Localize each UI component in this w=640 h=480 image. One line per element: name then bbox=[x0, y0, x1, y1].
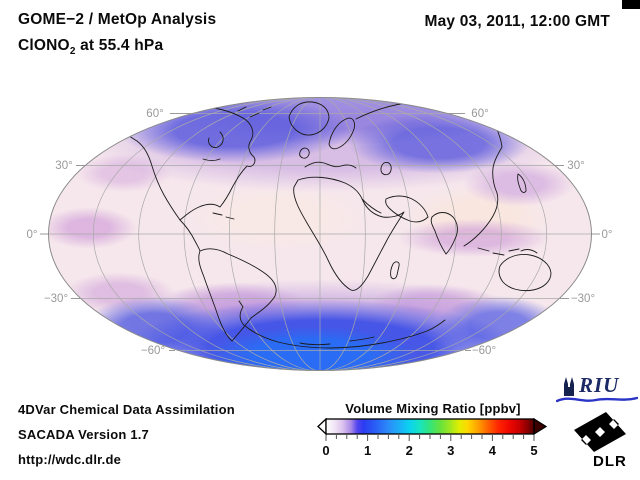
coast-uk bbox=[299, 147, 310, 159]
pressure-level: at 55.4 hPa bbox=[75, 37, 164, 54]
lat-label-30s-right: −30° bbox=[571, 293, 595, 305]
coast-antarctica-inner bbox=[299, 336, 375, 346]
credits: 4DVar Chemical Data Assimilation SACADA … bbox=[18, 397, 235, 472]
map-overlay: 60° 60° 30° 30° 0° 0° −30° −30° −60° −60… bbox=[27, 98, 613, 370]
coastlines bbox=[119, 100, 552, 349]
dlr-logo: DLR bbox=[572, 410, 636, 472]
lat-label-30n-left: 30° bbox=[55, 160, 72, 172]
coast-australia bbox=[498, 254, 552, 292]
colorbar-left-arrow bbox=[317, 418, 327, 436]
coast-africa bbox=[293, 176, 405, 291]
colorbar: Volume Mixing Ratio [ppbv] bbox=[317, 401, 549, 459]
cathedral-icon bbox=[564, 377, 574, 396]
species-name: ClONO bbox=[18, 37, 70, 54]
coast-caspian bbox=[380, 162, 392, 176]
coast-antarctica bbox=[238, 300, 446, 349]
colorbar-right-arrow bbox=[533, 418, 548, 436]
page-title: GOME−2 / MetOp Analysis bbox=[18, 11, 217, 28]
coast-new-guinea bbox=[520, 249, 538, 254]
coast-japan bbox=[517, 173, 527, 193]
colorbar-tick-2: 2 bbox=[405, 443, 413, 458]
colorbar-scale bbox=[317, 418, 548, 441]
lat-label-60s-right: −60° bbox=[472, 345, 496, 357]
colorbar-tick-labels: 0 1 2 3 4 5 bbox=[317, 443, 549, 459]
riu-wordmark: RIU bbox=[579, 373, 620, 397]
colorbar-title: Volume Mixing Ratio [ppbv] bbox=[345, 401, 521, 416]
coast-scandinavia bbox=[328, 117, 355, 150]
colorbar-tick-0: 0 bbox=[322, 443, 330, 458]
colorbar-gradient bbox=[325, 418, 535, 435]
coast-north-america bbox=[119, 105, 256, 221]
riu-logo: RIU bbox=[556, 373, 640, 405]
lat-label-0-right: 0° bbox=[602, 229, 613, 241]
coast-madagascar bbox=[390, 261, 400, 280]
corner-marker bbox=[622, 0, 640, 9]
colorbar-tick-5: 5 bbox=[530, 443, 538, 458]
species-subscript: 2 bbox=[69, 46, 76, 57]
coast-india bbox=[430, 212, 458, 255]
colorbar-tick-4: 4 bbox=[488, 443, 497, 458]
coast-hudson-bay bbox=[208, 131, 224, 148]
credit-line-2: SACADA Version 1.7 bbox=[18, 427, 149, 442]
coast-arabia bbox=[385, 195, 429, 223]
credit-url: http://wdc.dlr.de bbox=[18, 452, 122, 467]
lat-label-30n-right: 30° bbox=[567, 160, 584, 172]
latitude-labels: 60° 60° 30° 30° 0° 0° −30° −30° −60° −60… bbox=[27, 108, 613, 357]
lat-label-0-left: 0° bbox=[27, 229, 38, 241]
coast-red-sea bbox=[361, 198, 382, 214]
timestamp: May 03, 2011, 12:00 GMT bbox=[424, 13, 610, 30]
lat-label-30s-left: −30° bbox=[44, 293, 68, 305]
coast-south-america bbox=[198, 248, 277, 342]
world-map: 60° 60° 30° 30° 0° 0° −30° −30° −60° −60… bbox=[0, 60, 640, 390]
lat-label-60s-left: −60° bbox=[141, 345, 165, 357]
coast-indonesia bbox=[477, 247, 520, 256]
coast-europe bbox=[304, 161, 357, 169]
coast-greenland bbox=[288, 101, 330, 136]
dlr-emblem-icon bbox=[574, 412, 626, 452]
coast-central-america bbox=[179, 219, 201, 252]
coast-great-lakes bbox=[202, 158, 221, 161]
lat-label-60n-left: 60° bbox=[146, 108, 163, 120]
coast-caribbean bbox=[212, 212, 235, 220]
coast-asia bbox=[355, 100, 503, 247]
colorbar-ticks bbox=[325, 435, 535, 441]
graticule bbox=[49, 98, 591, 370]
colorbar-tick-3: 3 bbox=[447, 443, 455, 458]
coast-arctic-islands bbox=[237, 106, 272, 118]
header: GOME−2 / MetOp Analysis ClONO2 at 55.4 h… bbox=[18, 11, 216, 57]
colorbar-tick-1: 1 bbox=[363, 443, 372, 458]
dlr-wordmark: DLR bbox=[593, 453, 627, 470]
credit-line-1: 4DVar Chemical Data Assimilation bbox=[18, 402, 235, 417]
species-level-title: ClONO2 at 55.4 hPa bbox=[18, 37, 216, 57]
lat-label-60n-right: 60° bbox=[471, 108, 488, 120]
river-wave-icon bbox=[556, 396, 638, 403]
